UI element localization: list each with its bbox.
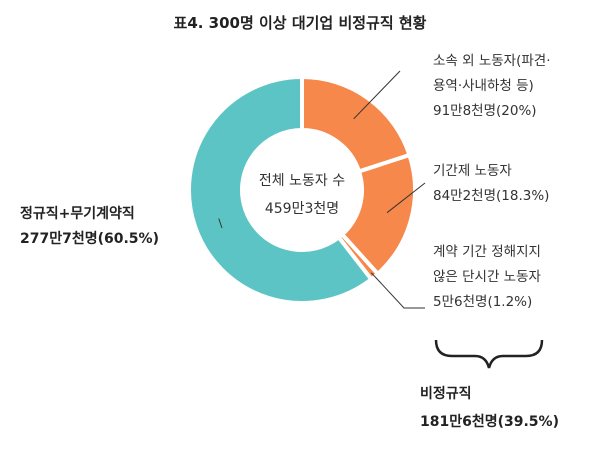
slice-label-1-line-1: 84만2천명(18.3%) [433,188,549,204]
group-label-line-0: 비정규직 [420,385,472,402]
slice-label-0-line-0: 소속 외 노동자(파견· [433,53,551,69]
slice-0 [300,75,412,174]
chart-title: 표4. 300명 이상 대기업 비정규직 현황 [174,14,427,32]
slice-label-2-line-2: 5만6천명(1.2%) [433,294,532,310]
slice-label-0-line-2: 91만8천명(20%) [433,103,537,119]
slice-label-3-line-0: 정규직+무기계약직 [20,205,135,222]
slice-label-2-line-1: 않은 단시간 노동자 [433,269,542,285]
leader-line-1 [386,182,426,214]
slice-label-3-line-1: 277만7천명(60.5%) [20,230,159,247]
group-brace [434,339,544,369]
center-label-line-1: 459만3천명 [265,201,339,217]
center-label: 전체 노동자 수 459만3천명 [259,173,345,217]
center-label-line-0: 전체 노동자 수 [259,173,345,189]
leader-lines [218,70,426,309]
slice-label-0-line-1: 용역·사내하청 등) [433,78,534,94]
leader-line-3 [218,218,223,229]
chart-slices [187,75,417,305]
slice-labels: 소속 외 노동자(파견· 용역·사내하청 등) 91만8천명(20%) 기간제 노동자… [20,53,551,310]
slice-label-2-line-0: 계약 기간 정해지지 [433,244,541,260]
leader-line-0 [353,70,401,120]
slice-3 [187,75,374,305]
non-regular-group: 비정규직 181만6천명(39.5%) [420,339,559,430]
leader-line-2 [370,272,425,309]
slice-label-1-line-0: 기간제 노동자 [433,163,512,179]
group-label-line-1: 181만6천명(39.5%) [420,413,559,430]
